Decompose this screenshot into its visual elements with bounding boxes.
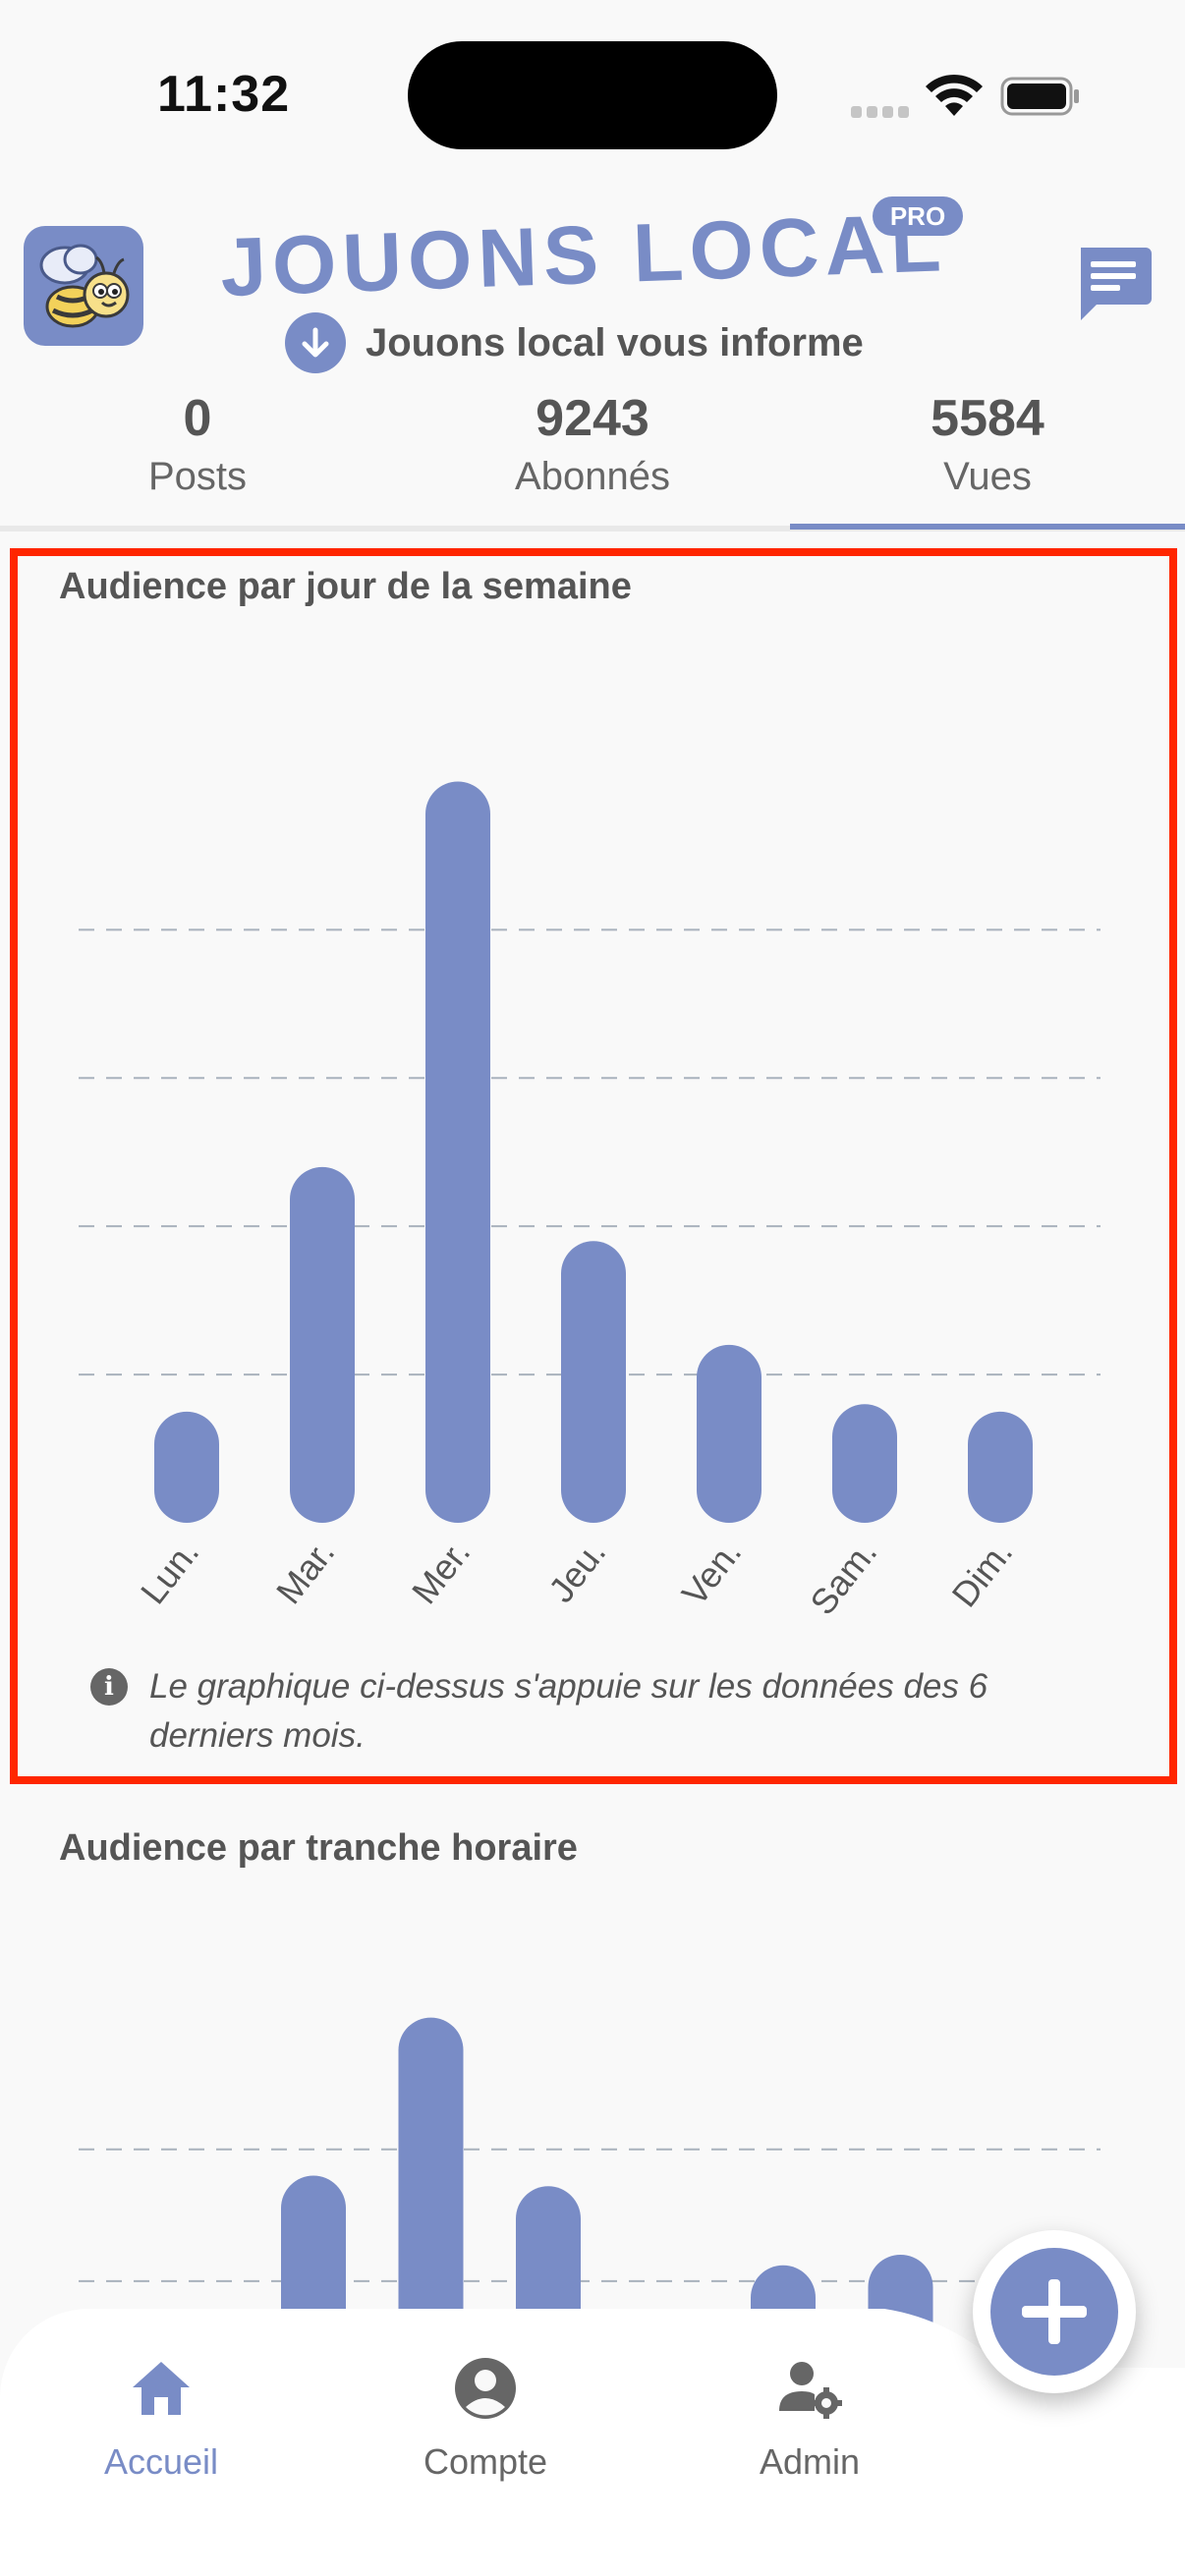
brand-logo: JOUONS LOCAL [219,196,948,301]
chat-message-icon[interactable] [1075,246,1152,324]
weekday-audience-chart: Lun. Mar. Mer. Jeu. Ven. Sam. Dim. [79,781,1100,1622]
subtitle-row[interactable]: Jouons local vous informe [285,312,864,373]
chart-bar [290,1166,355,1523]
stat-value: 5584 [931,390,1044,447]
status-time: 11:32 [157,66,291,123]
cellular-signal-icon [851,106,909,118]
chart-bar [697,1344,762,1523]
stat-value: 0 [183,390,212,447]
stat-label: Vues [943,455,1032,498]
chart-bar [561,1241,626,1523]
stat-tab-abonnes[interactable]: 9243 Abonnés [395,388,790,499]
stat-label: Posts [147,455,248,498]
nav-label: Accueil [103,2441,219,2482]
selected-tab-indicator [790,524,1185,530]
nav-item-compte[interactable]: Compte [338,2354,633,2483]
stats-tabs: 0 Posts 9243 Abonnés 5584 Vues [0,388,1185,526]
battery-icon [1000,77,1079,116]
chart-bar [154,1411,219,1523]
subtitle-text: Jouons local vous informe [366,320,864,364]
stat-tab-posts[interactable]: 0 Posts [0,388,395,499]
nav-label: Compte [423,2441,548,2482]
highlight-box [10,548,1177,1784]
hourly-chart-title: Audience par tranche horaire [59,1827,578,1869]
account-circle-icon [455,2358,516,2419]
home-icon [133,2362,190,2415]
arrow-down-circle-icon [285,312,346,373]
pro-badge: PRO [873,196,963,236]
chart-note-text: Le graphique ci-dessus s'appuie sur les … [149,1667,988,1755]
stat-label: Abonnés [515,455,670,498]
brand-name: JOUONS LOCAL [219,196,948,301]
status-bar: 11:32 [0,0,1185,187]
fab-inner [990,2248,1118,2376]
nav-label: Admin [759,2441,861,2482]
chart-bar [968,1411,1033,1523]
nav-item-admin[interactable]: Admin [662,2354,957,2483]
chart-note: i Le graphique ci-dessus s'appuie sur le… [90,1662,1102,1761]
dynamic-island [408,41,777,149]
nav-item-accueil[interactable]: Accueil [14,2354,309,2483]
plus-icon [1022,2279,1087,2344]
admin-settings-icon [779,2362,842,2419]
stat-tab-vues[interactable]: 5584 Vues [790,388,1185,499]
chart-bar [425,781,490,1523]
bottom-navigation [0,2309,1185,2576]
add-post-button[interactable] [973,2230,1136,2393]
info-icon: i [90,1668,128,1706]
stats-divider [0,526,1185,532]
chart-bar [832,1404,897,1523]
app-logo-bee-icon[interactable] [24,226,143,346]
stat-value: 9243 [536,390,649,447]
wifi-icon [926,74,983,116]
weekday-chart-title: Audience par jour de la semaine [59,566,632,607]
